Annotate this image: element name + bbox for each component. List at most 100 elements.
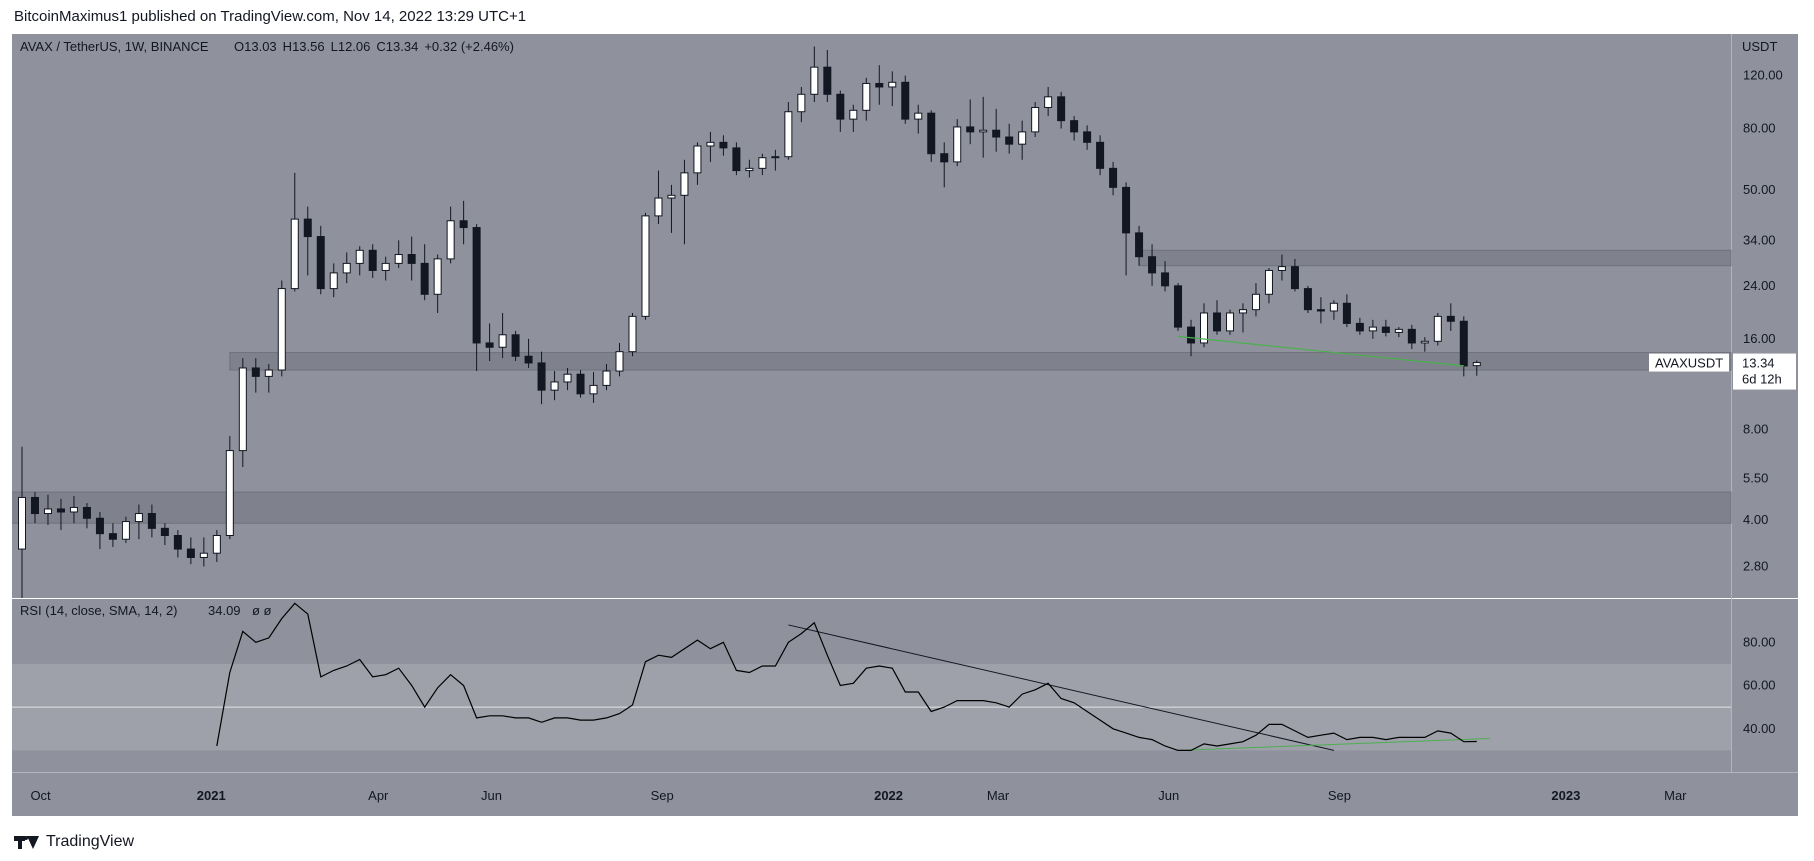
candle-body	[1420, 340, 1429, 344]
candle	[1083, 125, 1092, 150]
candle-body	[1407, 328, 1416, 344]
candle	[511, 330, 520, 362]
candle	[1044, 86, 1053, 117]
candle-body	[459, 220, 468, 229]
candle-body	[849, 109, 858, 120]
candle-body	[1238, 309, 1247, 314]
currency-label: USDT	[1742, 39, 1777, 54]
candle	[810, 46, 819, 103]
candle-body	[329, 272, 338, 290]
candle	[1407, 324, 1416, 349]
candle	[238, 358, 247, 467]
candle	[693, 142, 702, 185]
candle-body	[771, 156, 780, 159]
candle	[381, 256, 390, 281]
candle	[1213, 300, 1222, 335]
tradingview-footer[interactable]: TradingView	[14, 833, 134, 851]
candle	[1018, 120, 1027, 160]
candle	[1433, 312, 1442, 346]
rsi-scale-ticks: 80.00 60.00 40.00	[1743, 634, 1776, 736]
candle-body	[576, 373, 585, 395]
candle-body	[1174, 285, 1183, 328]
time-tick-label: Jun	[1158, 788, 1179, 803]
candle-body	[1394, 328, 1403, 333]
candle	[940, 142, 949, 188]
candle	[69, 496, 78, 524]
candle-body	[719, 141, 728, 149]
candle	[875, 65, 884, 105]
price-scale-ticks: 120.00 80.00 50.00 34.00 24.00 16.00 8.00 5.50 4…	[1743, 68, 1783, 574]
time-tick-label: 2022	[874, 788, 903, 803]
candle	[1394, 327, 1403, 338]
candle	[43, 494, 52, 525]
candle-body	[823, 66, 832, 95]
candle	[1238, 303, 1247, 333]
candle-body	[1251, 293, 1260, 311]
candle	[758, 153, 767, 176]
candle	[1225, 309, 1234, 335]
time-tick-label: Apr	[368, 788, 389, 803]
candle	[1174, 283, 1183, 331]
candle-body	[498, 334, 507, 348]
candle	[251, 358, 260, 393]
candle-body	[784, 111, 793, 158]
candle	[667, 184, 676, 233]
candle-body	[758, 157, 767, 169]
support-resistance-zones	[12, 249, 1732, 524]
support-trendline	[1177, 335, 1464, 367]
candle-body	[1187, 326, 1196, 344]
candle-body	[1225, 312, 1234, 332]
candle-body	[953, 126, 962, 163]
candle-body	[43, 508, 52, 515]
chart-canvas[interactable]: 120.00 80.00 50.00 34.00 24.00 16.00 8.00 5.50 4…	[12, 34, 1798, 816]
candle-body	[238, 367, 247, 452]
candle	[1355, 317, 1364, 335]
publisher-header: BitcoinMaximus1 published on TradingView…	[14, 8, 527, 25]
candle-body	[1070, 120, 1079, 133]
candle-body	[1083, 131, 1092, 143]
candle	[121, 516, 130, 544]
candle	[537, 351, 546, 405]
candle-body	[147, 513, 156, 529]
candle-body	[56, 508, 65, 513]
candle	[1135, 225, 1144, 266]
candle	[446, 206, 455, 264]
candle-body	[1329, 302, 1338, 312]
candle	[732, 142, 741, 176]
candle	[1005, 123, 1014, 154]
candle	[615, 342, 624, 377]
candle	[1109, 161, 1118, 196]
candle-body	[537, 362, 546, 391]
candle-body	[1472, 362, 1481, 367]
candle	[823, 49, 832, 103]
candle	[576, 370, 585, 398]
candle	[368, 244, 377, 278]
candle-body	[862, 82, 871, 111]
price-scale[interactable]	[1732, 34, 1798, 772]
candle-body	[810, 66, 819, 95]
candle-body	[1109, 167, 1118, 188]
candle-body	[1005, 136, 1014, 145]
candle	[485, 323, 494, 362]
candle	[680, 159, 689, 245]
candle	[329, 263, 338, 298]
candle-body	[95, 517, 104, 535]
candle-body	[225, 450, 234, 536]
horizontal-zone	[229, 352, 1732, 371]
candle-body	[69, 506, 78, 513]
price-tick-label: 24.00	[1743, 278, 1776, 293]
candle	[524, 338, 533, 368]
time-tick-label: Mar	[1664, 788, 1687, 803]
candle	[316, 225, 325, 295]
time-tick-label: Jun	[481, 788, 502, 803]
time-tick-label: 2021	[197, 788, 226, 803]
candle-body	[680, 172, 689, 196]
candle	[927, 110, 936, 162]
candle	[654, 170, 663, 225]
time-axis[interactable]	[12, 773, 1798, 816]
candle-body	[82, 506, 91, 519]
candle-body	[732, 147, 741, 172]
candle	[1420, 337, 1429, 352]
candle	[264, 363, 273, 393]
